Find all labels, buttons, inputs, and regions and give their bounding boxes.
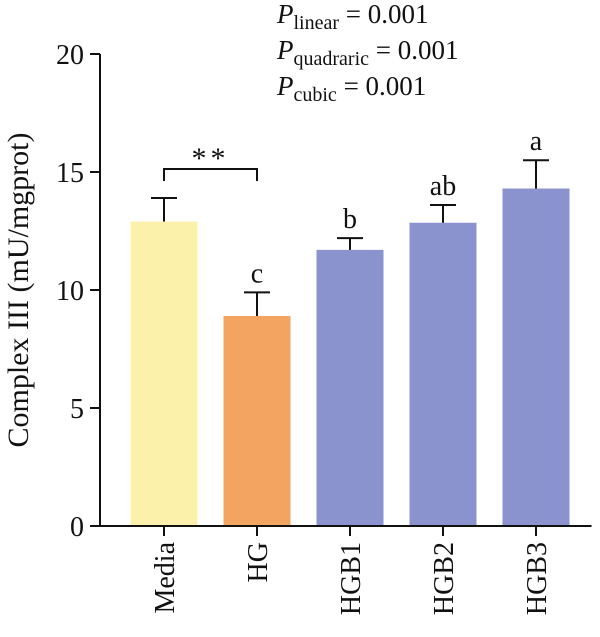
bar-hgb2 [409,222,477,527]
y-tick-label: 0 [70,512,84,543]
x-tick-label: Media [150,541,181,613]
y-axis-label: Complex III (mU/mgprot) [2,133,35,448]
significance-letter: a [530,126,543,157]
x-tick-label: HG [243,542,274,582]
y-tick-label: 5 [70,394,84,425]
p-value-line: Pcubic = 0.001 [276,71,426,106]
p-value-line: Plinear = 0.001 [276,0,429,34]
bracket-line [163,168,258,181]
y-tick-label: 20 [56,40,84,71]
significance-letter: ab [430,171,456,202]
bars: c b ab a [130,126,570,527]
x-tick-label: HGB3 [522,542,553,615]
bar-hgb1 [316,249,384,526]
significance-letter: c [251,258,263,289]
x-axis: Media HG HGB1 HGB2 HGB3 [100,525,592,615]
y-tick-label: 15 [56,158,84,189]
significance-letter: b [343,204,357,235]
y-tick-label: 10 [56,276,84,307]
bar-hg [223,315,291,526]
bar-media [130,221,198,526]
p-value-line: Pquadraric = 0.001 [276,35,459,70]
x-tick-label: HGB2 [429,542,460,615]
x-tick-label: HGB1 [336,542,367,615]
bracket-label: ** [192,142,230,175]
bar-hgb3 [502,188,570,526]
significance-bracket: ** [163,142,258,181]
y-axis: 0 5 10 15 20 [56,40,101,543]
